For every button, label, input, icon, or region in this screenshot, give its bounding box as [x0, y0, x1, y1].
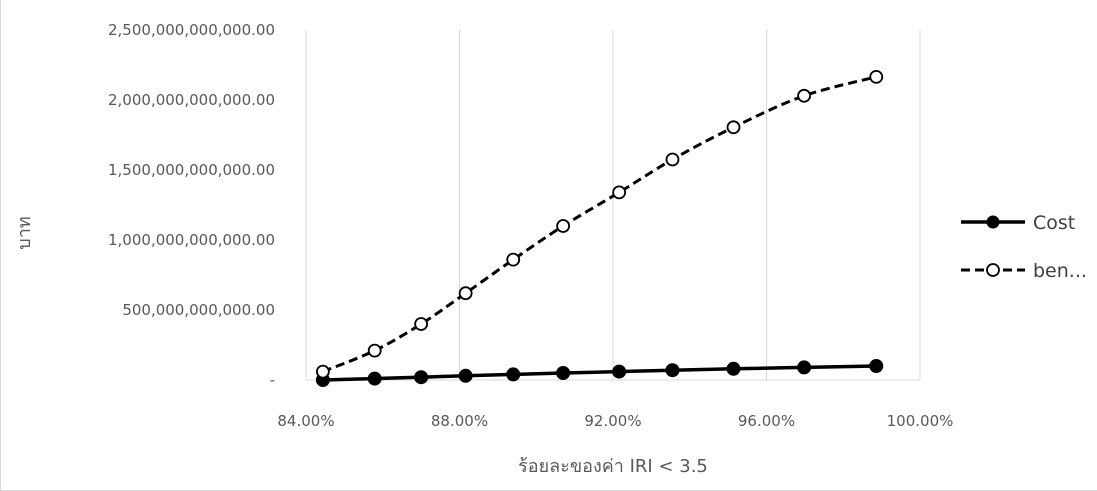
legend-label-benefit: ben... — [1033, 260, 1087, 282]
data-point-cost — [506, 367, 521, 382]
y-tick-label: 2,000,000,000,000.00 — [108, 91, 275, 109]
data-point-benefit — [869, 70, 884, 84]
data-point-benefit — [556, 219, 571, 233]
data-point-cost — [797, 360, 812, 375]
data-point-cost — [367, 371, 382, 386]
data-point-cost — [665, 363, 680, 378]
y-tick-label: 500,000,000,000.00 — [122, 301, 275, 319]
y-tick-label: 1,500,000,000,000.00 — [108, 161, 275, 179]
data-point-cost — [458, 368, 473, 383]
x-axis-title: ร้อยละของค่า IRI < 3.5 — [518, 456, 708, 477]
data-point-benefit — [726, 120, 741, 135]
data-point-cost — [726, 361, 741, 376]
x-tick-label: 100.00% — [887, 412, 954, 430]
series-line-cost — [322, 364, 877, 382]
x-tick-label: 88.00% — [431, 412, 488, 430]
data-point-benefit — [315, 364, 330, 379]
y-axis-title: บาท — [14, 216, 35, 249]
x-tick-label: 92.00% — [584, 412, 641, 430]
data-point-cost — [414, 370, 429, 385]
data-point-benefit — [665, 152, 680, 167]
legend-marker-benefit — [986, 263, 1000, 277]
data-point-benefit — [506, 252, 521, 267]
data-point-benefit — [414, 317, 429, 331]
y-tick-label: - — [270, 371, 275, 389]
series-line-benefit — [322, 75, 877, 373]
data-point-cost — [869, 359, 884, 373]
data-point-benefit — [458, 286, 473, 301]
x-tick-label: 96.00% — [738, 412, 795, 430]
data-point-cost — [612, 364, 627, 379]
legend-marker-cost — [986, 215, 1000, 229]
legend-label-cost: Cost — [1033, 212, 1075, 234]
x-tick-label: 84.00% — [277, 412, 334, 430]
data-point-cost — [556, 366, 571, 380]
y-tick-label: 1,000,000,000,000.00 — [108, 231, 275, 249]
data-point-benefit — [797, 88, 812, 103]
data-point-benefit — [612, 185, 627, 200]
data-point-benefit — [367, 343, 382, 358]
y-tick-label: 2,500,000,000,000.00 — [108, 21, 275, 39]
